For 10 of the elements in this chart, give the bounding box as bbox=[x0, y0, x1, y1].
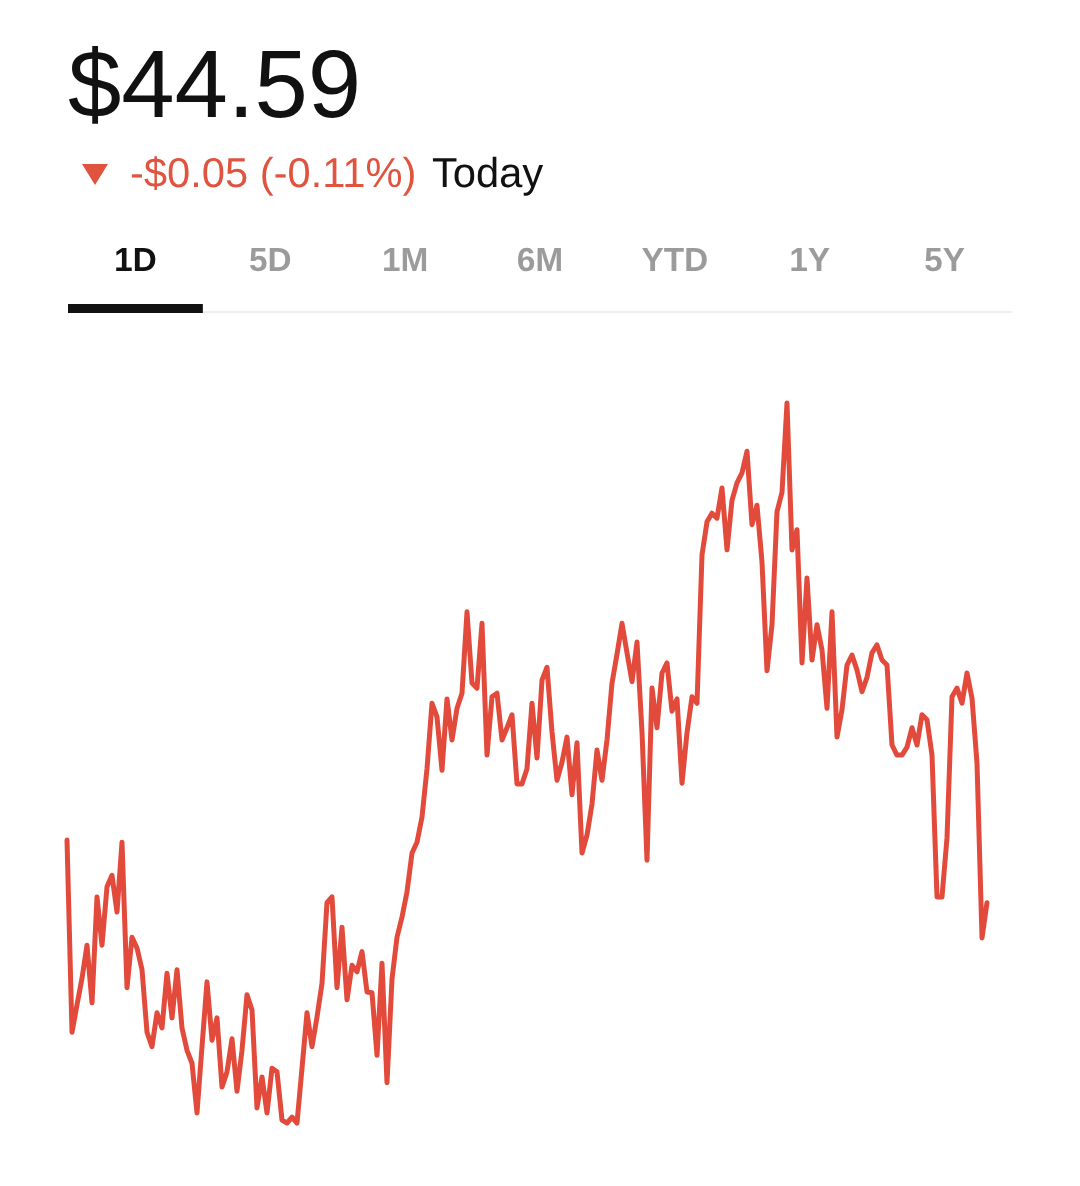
text: 1Y bbox=[791, 248, 830, 271]
text: Today bbox=[432, 156, 544, 196]
text: 1M bbox=[384, 248, 427, 271]
text: YTD bbox=[642, 248, 707, 271]
text: 5D bbox=[250, 248, 291, 272]
text: 5Y bbox=[925, 248, 965, 272]
chart-subtitle: -$0.05 (-0.11%) bbox=[131, 156, 414, 196]
chart-title: $44.59 bbox=[69, 46, 357, 124]
text: 6M bbox=[518, 247, 561, 272]
text: 1D bbox=[116, 248, 156, 271]
